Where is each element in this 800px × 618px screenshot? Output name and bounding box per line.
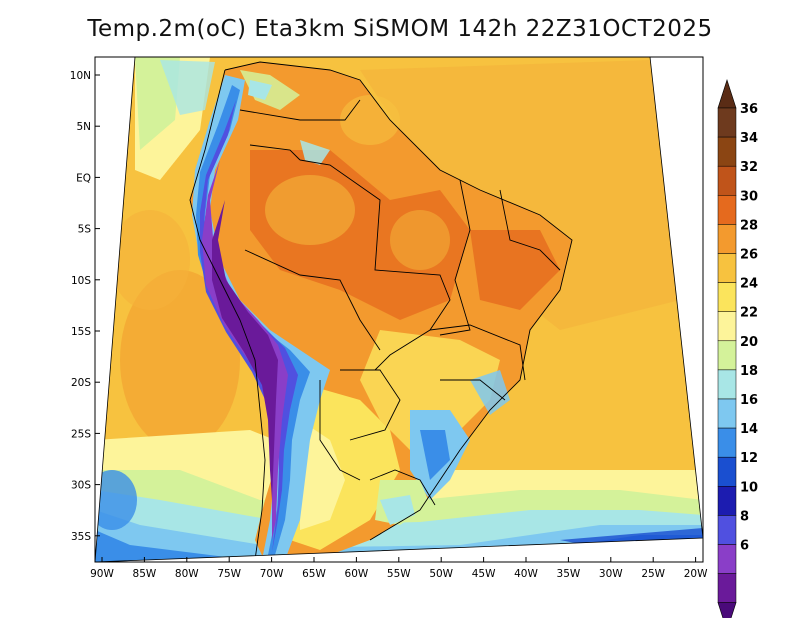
colorbar-label: 12 bbox=[740, 451, 758, 466]
lon-tick-label: 80W bbox=[175, 568, 199, 580]
colorbar-segment bbox=[717, 486, 737, 516]
lon-tick-label: 70W bbox=[260, 568, 284, 580]
lon-tick-label: 25W bbox=[641, 568, 665, 580]
colorbar-label: 18 bbox=[740, 364, 758, 379]
colorbar-segment bbox=[717, 340, 737, 371]
colorbar-segment bbox=[717, 456, 737, 487]
colorbar-label: 30 bbox=[740, 189, 758, 204]
colorbar-label: 26 bbox=[740, 248, 758, 263]
lon-tick-label: 45W bbox=[472, 568, 496, 580]
colorbar-label: 16 bbox=[740, 393, 758, 408]
colorbar-segment bbox=[717, 311, 737, 342]
andes-cold-region bbox=[192, 70, 330, 560]
lon-tick-label: 20W bbox=[684, 568, 708, 580]
lon-tick-label: 75W bbox=[217, 568, 241, 580]
colorbar-segment bbox=[717, 253, 737, 283]
colorbar-segment bbox=[717, 369, 737, 400]
latitude-axis: 10N 5N EQ 5S 10S 15S 20S 25S 30S 35S bbox=[70, 70, 100, 543]
colorbar-label: 10 bbox=[740, 480, 758, 495]
lon-tick-label: 50W bbox=[429, 568, 453, 580]
colorbar-label: 8 bbox=[740, 509, 749, 524]
colorbar-segment bbox=[717, 195, 737, 225]
lon-tick-label: 65W bbox=[302, 568, 326, 580]
map-title: Temp.2m(oC) Eta3km SiSMOM 142h 22Z31OCT2… bbox=[87, 16, 713, 42]
lon-tick-label: 55W bbox=[387, 568, 411, 580]
colorbar-segment bbox=[717, 398, 737, 429]
lon-tick-label: 85W bbox=[133, 568, 157, 580]
lat-tick-label: 5N bbox=[76, 121, 91, 133]
colorbar-label: 20 bbox=[740, 335, 758, 350]
colorbar-label: 14 bbox=[740, 422, 758, 437]
lon-tick-label: 40W bbox=[514, 568, 538, 580]
colorbar-bottom-arrow bbox=[717, 602, 737, 618]
colorbar: 36 34 32 30 28 26 24 22 20 18 16 14 12 10 8 6 bbox=[717, 79, 758, 618]
colorbar-segment bbox=[717, 165, 737, 196]
longitude-axis: 90W 85W 80W 75W 70W 65W 60W 55W 50W 45W 40W 35W 30W 2… bbox=[90, 557, 708, 580]
lat-tick-label: 25S bbox=[71, 428, 91, 440]
lat-tick-label: 30S bbox=[71, 480, 91, 492]
colorbar-label: 6 bbox=[740, 539, 749, 554]
colorbar-segment bbox=[717, 427, 737, 458]
lat-tick-label: 20S bbox=[71, 377, 91, 389]
colorbar-label: 32 bbox=[740, 160, 758, 175]
lat-tick-label: EQ bbox=[76, 172, 91, 184]
lon-tick-label: 35W bbox=[557, 568, 581, 580]
map-domain bbox=[94, 56, 704, 563]
colorbar-label: 24 bbox=[740, 277, 758, 292]
colorbar-label: 22 bbox=[740, 306, 758, 321]
lat-tick-label: 15S bbox=[71, 326, 91, 338]
colorbar-segment bbox=[717, 282, 737, 312]
colorbar-segment bbox=[717, 224, 737, 254]
lon-tick-label: 30W bbox=[599, 568, 623, 580]
lat-tick-label: 10N bbox=[70, 70, 91, 82]
lat-tick-label: 10S bbox=[71, 275, 91, 287]
colorbar-label: 28 bbox=[740, 218, 758, 233]
lat-tick-label: 5S bbox=[78, 224, 92, 236]
lat-tick-label: 35S bbox=[71, 531, 91, 543]
lon-tick-label: 60W bbox=[345, 568, 369, 580]
colorbar-top-arrow bbox=[717, 79, 737, 109]
country-borders bbox=[189, 61, 573, 561]
colorbar-segment bbox=[717, 107, 737, 138]
colorbar-segment bbox=[717, 515, 737, 545]
colorbar-segment bbox=[717, 544, 737, 574]
colorbar-label: 36 bbox=[740, 102, 758, 117]
lon-tick-label: 90W bbox=[90, 568, 114, 580]
colorbar-segment bbox=[717, 136, 737, 167]
colorbar-label: 34 bbox=[740, 131, 758, 146]
colorbar-segment bbox=[717, 573, 737, 603]
